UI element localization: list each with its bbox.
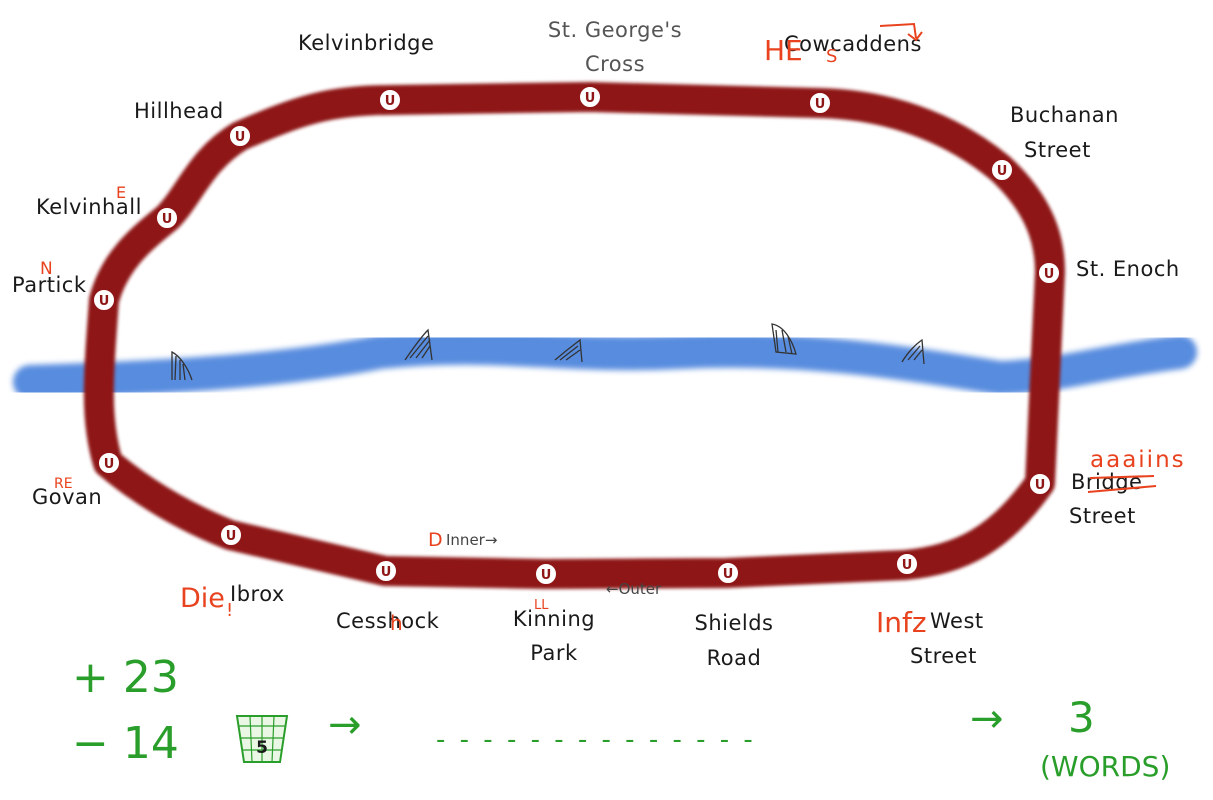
station-label-bridge-street: Street <box>1069 504 1136 528</box>
score-area: + 23 − 14 5 → - - - - - - - - - - - - - … <box>72 652 1170 783</box>
station-label-cessnock: Cesshock <box>336 609 440 633</box>
station-label-west-street: Street <box>910 644 977 668</box>
annotation-cessnock-letter: h <box>390 611 403 635</box>
station-label-ibrox: Ibrox <box>230 582 285 606</box>
annotation-cowcaddens-prefix: HE <box>764 34 803 67</box>
station-label-govan: Govan <box>32 485 102 509</box>
shark-fin-icon <box>404 328 433 361</box>
shark-fin-icon <box>771 323 797 355</box>
marker-letter: U <box>902 558 913 573</box>
marker-letter: U <box>585 91 596 106</box>
station-label-hillhead: Hillhead <box>134 99 224 123</box>
word-count-unit: (WORDS) <box>1040 750 1170 783</box>
marker-letter: U <box>381 565 392 580</box>
annotation-ibrox-prefix: Die <box>180 583 225 614</box>
station-label-kinning: Kinning <box>513 607 595 631</box>
station-marker-cessnock[interactable]: U <box>374 559 398 583</box>
station-marker-partick[interactable]: U <box>92 288 116 312</box>
shark-fin-icon <box>901 338 925 365</box>
marker-letter: U <box>104 457 115 472</box>
station-marker-st-georges-cross[interactable]: U <box>578 85 602 109</box>
word-count: 3 <box>1068 693 1095 742</box>
station-label-road: Road <box>707 646 762 670</box>
marker-letter: U <box>541 568 552 583</box>
inner-direction-label: Inner→ <box>446 531 497 549</box>
annotation-bridge-replacement: aaaiins <box>1090 447 1186 473</box>
station-label-buchanan-street: Street <box>1024 138 1091 162</box>
annotations: HE S E N RE aaaiins Die ! h LL D Infz <box>40 22 1186 639</box>
marker-letter: U <box>1044 267 1055 282</box>
shark-fin-icon <box>171 350 193 381</box>
marker-letter: U <box>1035 478 1046 493</box>
shark-fins <box>171 323 925 381</box>
marker-letter: U <box>99 294 110 309</box>
answer-blanks: - - - - - - - - - - - - - - <box>436 725 756 755</box>
marker-letter: U <box>162 212 173 227</box>
station-label-cowcaddens: Cowcaddens <box>784 32 922 56</box>
score-arrow-1: → <box>328 702 362 748</box>
station-label-st-georges: St. George's <box>548 18 682 42</box>
station-marker-cowcaddens[interactable]: U <box>808 91 832 115</box>
annotation-ibrox-exclaim: ! <box>226 600 233 621</box>
annotation-west-street-prefix: Infz <box>876 606 927 639</box>
station-marker-st-enoch[interactable]: U <box>1037 261 1061 285</box>
station-label-buchanan: Buchanan <box>1010 103 1119 127</box>
station-marker-bridge-street[interactable]: U <box>1028 472 1052 496</box>
station-label-park: Park <box>530 641 578 665</box>
marker-letter: U <box>815 97 826 112</box>
station-label-kelvinbridge: Kelvinbridge <box>298 31 434 55</box>
marker-letter: U <box>226 529 237 544</box>
annotation-inner-letter: D <box>428 529 443 551</box>
score-arrow-2: → <box>970 696 1004 742</box>
station-marker-shields-road[interactable]: U <box>716 561 740 585</box>
station-markers: U U U U U U U U U U U U U U U <box>92 85 1061 586</box>
score-plus: + 23 <box>72 652 179 703</box>
station-marker-hillhead[interactable]: U <box>228 124 252 148</box>
annotation-kelvinhall-letter: E <box>116 183 126 202</box>
score-minus: − 14 <box>72 718 179 769</box>
station-label-kelvinhall: Kelvinhall <box>36 195 142 219</box>
station-label-west: West <box>930 609 984 633</box>
station-label-st-enoch: St. Enoch <box>1076 257 1180 281</box>
outer-direction-label: ←Outer <box>606 580 662 598</box>
station-label-cross: Cross <box>585 52 645 76</box>
annotation-govan-letters: RE <box>54 476 73 492</box>
station-marker-govan[interactable]: U <box>97 451 121 475</box>
station-label-shields: Shields <box>695 611 774 635</box>
annotation-strike-cowcaddens <box>879 22 923 42</box>
station-marker-ibrox[interactable]: U <box>219 523 243 547</box>
marker-letter: U <box>235 130 246 145</box>
annotation-partick-letter: N <box>40 259 53 279</box>
annotation-strike-bridge <box>1087 475 1157 493</box>
station-marker-buchanan-street[interactable]: U <box>990 158 1014 182</box>
station-marker-kelvinhall[interactable]: U <box>155 206 179 230</box>
station-labels: Kelvinbridge St. George's Cross Cowcadde… <box>12 18 1180 670</box>
marker-letter: U <box>385 94 396 109</box>
station-marker-west-street[interactable]: U <box>895 552 919 576</box>
annotation-kinning-letters: LL <box>534 598 549 613</box>
station-marker-kinning-park[interactable]: U <box>534 562 558 586</box>
bin-count: 5 <box>256 738 268 758</box>
annotation-cowcaddens-mid: S <box>826 46 837 67</box>
marker-letter: U <box>723 567 734 582</box>
bin-icon: 5 <box>235 715 289 763</box>
station-label-partick: Partick <box>12 273 87 297</box>
shark-fin-icon <box>554 338 583 363</box>
river <box>13 330 1197 399</box>
subway-loop-line <box>83 82 1065 589</box>
station-marker-kelvinbridge[interactable]: U <box>378 88 402 112</box>
marker-letter: U <box>997 164 1008 179</box>
